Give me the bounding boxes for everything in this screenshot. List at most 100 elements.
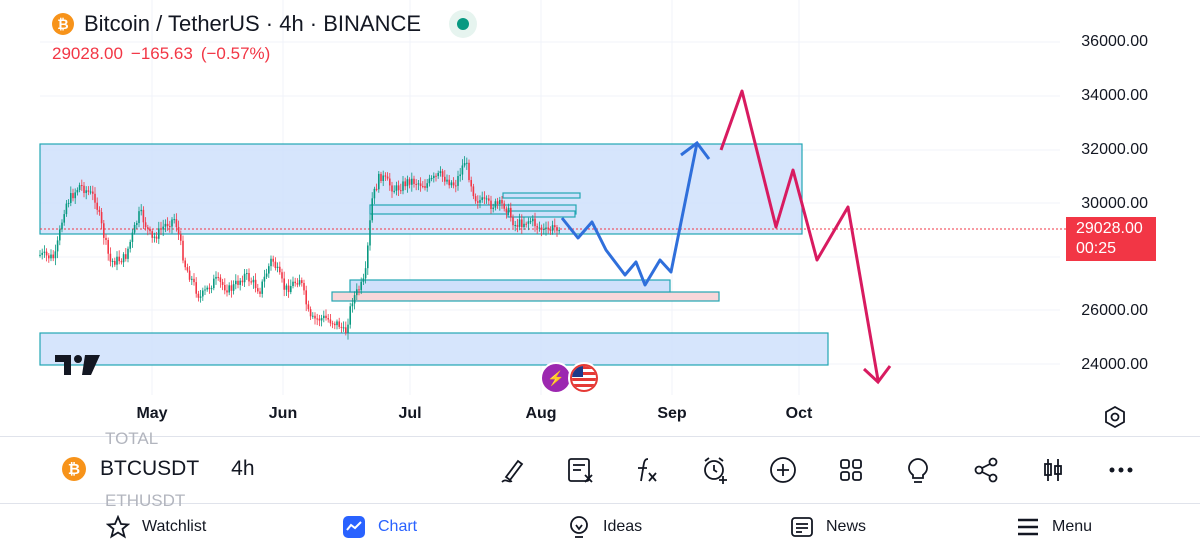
nav-menu[interactable]: Menu — [1016, 515, 1092, 539]
candle-body — [353, 295, 356, 304]
candle-body — [488, 198, 490, 201]
candle-body — [250, 281, 252, 283]
candle-body — [259, 291, 261, 294]
price-chart[interactable] — [0, 0, 1200, 435]
candle-body — [318, 318, 321, 321]
candle-body — [312, 315, 314, 317]
support-zone-bottom[interactable] — [39, 332, 829, 366]
candle-body — [514, 225, 516, 227]
demand-zone[interactable] — [349, 279, 671, 293]
projection-path-pink[interactable] — [719, 89, 880, 381]
nav-label: News — [826, 518, 867, 535]
chart-area[interactable]: ₿ Bitcoin / TetherUS · 4h · BINANCE 2902… — [0, 0, 1200, 435]
news-icon — [790, 515, 814, 539]
candle-body — [263, 276, 266, 282]
candle-body — [397, 185, 400, 191]
candle-body — [41, 252, 43, 255]
nav-chart[interactable]: Chart — [342, 515, 417, 539]
candle-body — [400, 190, 402, 192]
ideas-bulb-icon[interactable] — [901, 453, 935, 487]
candle-body — [338, 321, 340, 327]
candle-body — [369, 220, 371, 246]
candle-body — [118, 256, 120, 262]
bottom-navigation: Watchlist Chart Ideas News Menu — [0, 503, 1200, 554]
candle-body — [114, 260, 116, 265]
candle-body — [89, 191, 92, 193]
economic-events[interactable]: ⚡ — [540, 362, 600, 394]
candle-body — [499, 200, 501, 204]
candle-body — [265, 273, 268, 277]
chart-settings-icon[interactable] — [1102, 404, 1128, 430]
object-tree-icon[interactable] — [563, 453, 597, 487]
candle-body — [503, 203, 505, 209]
draw-icon[interactable] — [496, 453, 530, 487]
candle-body — [450, 182, 453, 186]
nav-news[interactable]: News — [790, 515, 866, 539]
candle-body — [140, 209, 142, 212]
candles-group[interactable] — [39, 156, 560, 340]
small-zone-2[interactable] — [502, 192, 581, 199]
more-icon[interactable] — [1104, 453, 1138, 487]
candle-body — [441, 171, 444, 177]
candle-body — [155, 236, 158, 239]
candle-body — [540, 227, 543, 230]
candle-body — [351, 303, 354, 307]
candle-body — [283, 278, 285, 290]
candle-body — [193, 278, 195, 283]
candle-body — [529, 221, 532, 223]
watchlist-prev-symbol[interactable]: TOTAL — [105, 429, 159, 448]
share-icon[interactable] — [969, 453, 1003, 487]
candle-body — [254, 279, 257, 289]
candle-body — [54, 251, 57, 259]
projection-path-blue[interactable] — [560, 142, 699, 287]
candle-body — [120, 261, 123, 263]
candle-body — [523, 223, 525, 228]
us-flag-event-icon[interactable] — [568, 362, 600, 394]
symbol-header[interactable]: ₿ Bitcoin / TetherUS · 4h · BINANCE — [52, 10, 478, 38]
candle-body — [325, 315, 327, 319]
candle-body — [107, 240, 109, 254]
candle-body — [433, 175, 435, 179]
candle-body — [98, 209, 101, 213]
price-axis-label: 32000.00 — [1081, 141, 1148, 158]
candle-body — [127, 248, 129, 259]
add-icon[interactable] — [766, 453, 800, 487]
candle-body — [391, 185, 393, 192]
candle-body — [122, 254, 125, 263]
timeframe-selector[interactable]: 4h — [231, 457, 255, 480]
candle-body — [558, 230, 560, 232]
nav-watchlist[interactable]: Watchlist — [106, 515, 206, 539]
candle-body — [81, 185, 83, 187]
candle-body — [422, 186, 424, 188]
candle-body — [252, 279, 255, 283]
candle-body — [461, 165, 464, 175]
layouts-icon[interactable] — [834, 453, 868, 487]
projection-arrow-pink — [862, 365, 892, 385]
candle-body — [380, 173, 382, 181]
small-zone-1[interactable] — [369, 204, 577, 215]
indicators-fx-icon[interactable] — [630, 453, 664, 487]
candle-body — [342, 327, 345, 329]
alert-add-icon[interactable] — [698, 453, 732, 487]
symbol-selector[interactable]: ₿ BTCUSDT 4h — [62, 457, 255, 481]
nav-ideas[interactable]: Ideas — [567, 515, 642, 539]
candle-body — [468, 162, 470, 181]
candle-body — [360, 281, 362, 291]
small-zone-3[interactable] — [507, 210, 576, 218]
candle-body — [72, 193, 74, 199]
candle-body — [125, 254, 127, 259]
candle-body — [175, 219, 178, 228]
candle-body — [210, 288, 213, 290]
candle-body — [527, 221, 530, 224]
candle-body — [395, 185, 398, 191]
candles-icon[interactable] — [1036, 453, 1070, 487]
market-open-status-icon[interactable] — [449, 10, 478, 38]
pink-zone[interactable] — [331, 291, 720, 302]
candle-body — [331, 323, 334, 325]
candle-body — [186, 267, 189, 271]
symbol-name[interactable]: BTCUSDT — [100, 457, 200, 480]
watchlist-next-symbol[interactable]: ETHUSDT — [105, 491, 186, 510]
candle-body — [270, 258, 272, 267]
candle-body — [347, 324, 349, 334]
candle-body — [301, 280, 303, 284]
